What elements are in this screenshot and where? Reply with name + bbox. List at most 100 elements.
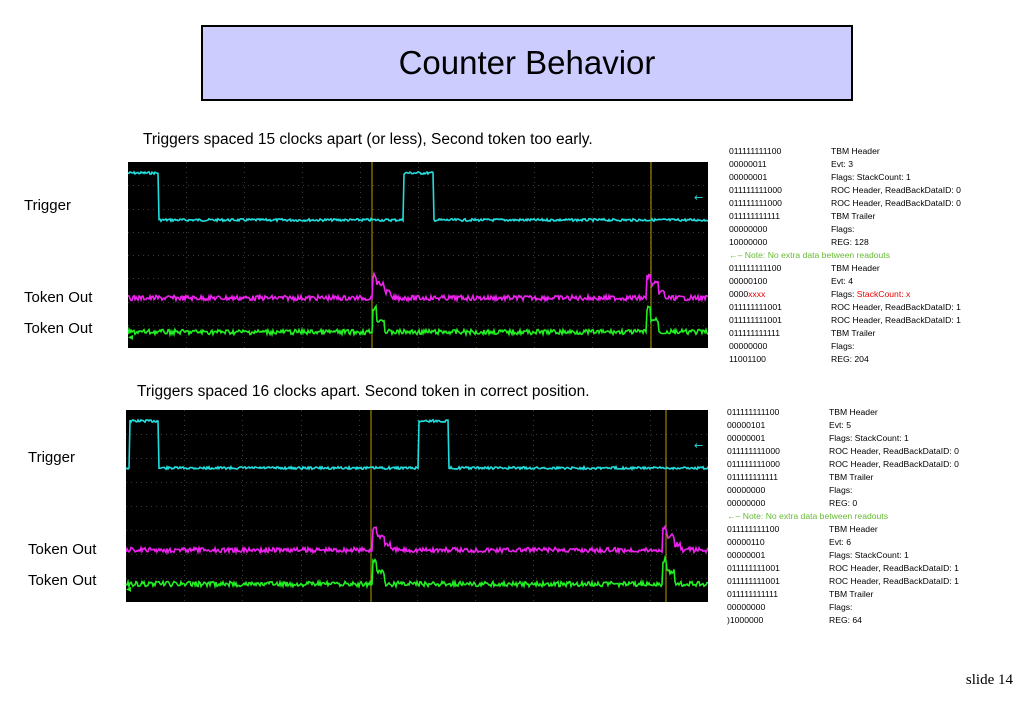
readout-row: 011111111100 TBM Header (729, 145, 890, 158)
readout-desc: TBM Header (829, 523, 878, 536)
readout-desc-text: Flags: StackCount: 1 (831, 172, 911, 182)
readout-bits: 011111111111 (727, 588, 778, 601)
panel-2-trigger-label: Trigger (28, 449, 75, 466)
readout-desc: ROC Header, ReadBackDataID: 1 (831, 314, 961, 327)
readout-desc: TBM Header (829, 406, 878, 419)
panel-2-token-out-label-2: Token Out (28, 572, 97, 589)
slide-title: Counter Behavior (398, 44, 656, 81)
readout-row: 011111111111 TBM Trailer (729, 210, 890, 223)
readout-desc: TBM Trailer (831, 210, 875, 223)
readout-bits-text: 011111111000 (727, 446, 780, 456)
readout-desc: TBM Header (831, 262, 880, 275)
readout-desc-text: ROC Header, ReadBackDataID: 0 (829, 446, 959, 456)
token-out-trace-2 (128, 303, 708, 338)
scope-grid (128, 162, 708, 348)
panel-2-oscilloscope-trace: ← ◂ (126, 410, 708, 602)
readout-desc-text: Flags: (829, 602, 853, 612)
readout-row: 00000001 Flags: StackCount: 1 (729, 171, 911, 184)
readout-bits-text: 00000001 (729, 172, 768, 182)
readout-desc-text: ROC Header, ReadBackDataID: 0 (829, 459, 959, 469)
readout-desc: Flags: (829, 484, 852, 497)
panel-2-readout: 011111111100 TBM Header 00000101 Evt: 5 0000… (727, 406, 959, 627)
readout-desc: Evt: 6 (829, 536, 851, 549)
readout-desc-text: Evt: 3 (831, 159, 853, 169)
readout-desc-text: TBM Trailer (829, 472, 874, 482)
readout-row: 11001100 REG: 204 (729, 353, 890, 366)
readout-desc: ROC Header, ReadBackDataID: 0 (829, 458, 959, 471)
ground-marker-icon: ◂ (126, 584, 131, 595)
readout-bits-text: 00000000 (727, 498, 766, 508)
trigger-level-arrow-icon: ← (694, 191, 703, 204)
readout-desc: REG: 204 (831, 353, 869, 366)
readout-bits-text: 011111111001 (729, 315, 782, 325)
readout-desc: Flags: (831, 223, 854, 236)
readout-row: 00000101 Evt: 5 (727, 419, 888, 432)
readout-desc-text: ROC Header, ReadBackDataID: 0 (831, 185, 961, 195)
readout-row: 00000100 Evt: 4 (729, 275, 890, 288)
readout-desc: ROC Header, ReadBackDataID: 1 (829, 575, 959, 588)
readout-note-text: ←– Note: No extra data between readouts (729, 250, 890, 260)
readout-row: 011111111000 ROC Header, ReadBackDataID: … (729, 197, 961, 210)
readout-row: 011111111000 ROC Header, ReadBackDataID: … (727, 458, 959, 471)
trigger-trace (126, 418, 708, 471)
readout-bits-text: 011111111001 (727, 576, 780, 586)
trigger-level-arrow-icon: ← (694, 439, 703, 452)
readout-bits: 10000000 (729, 236, 767, 249)
panel-2-caption: Triggers spaced 16 clocks apart. Second … (137, 383, 590, 400)
readout-bits: 00000001 (727, 432, 765, 445)
readout-desc-text: Evt: 6 (829, 537, 851, 547)
readout-row: 011111111111 TBM Trailer (727, 588, 888, 601)
readout-bits: 00000000 (727, 601, 765, 614)
readout-desc: Flags: StackCount: x (831, 288, 910, 301)
readout-desc-text: Flags: (829, 485, 853, 495)
readout-bits: 11001100 (729, 353, 766, 366)
token-out-trace-1 (128, 271, 708, 304)
readout-bits-text: 00000000 (729, 341, 768, 351)
readout-row: 00000000 Flags: (729, 340, 890, 353)
ground-marker-icon: ◂ (128, 332, 133, 343)
slide-number: slide 14 (965, 672, 1013, 688)
readout-bits-text: 011111111000 (729, 185, 782, 195)
readout-desc-text: ROC Header, ReadBackDataID: 1 (831, 315, 961, 325)
readout-desc: ROC Header, ReadBackDataID: 0 (831, 197, 961, 210)
readout-desc-text: ROC Header, ReadBackDataID: 1 (829, 563, 959, 573)
readout-bits-highlight: xxxx (748, 289, 766, 299)
title-box: Counter Behavior (201, 25, 853, 101)
readout-desc-text: TBM Header (829, 407, 878, 417)
readout-desc: ROC Header, ReadBackDataID: 0 (831, 184, 961, 197)
readout-bits: 0000xxxx (729, 288, 765, 301)
readout-bits: 00000100 (729, 275, 767, 288)
readout-bits-text: 00000000 (727, 485, 766, 495)
readout-desc: TBM Header (831, 145, 880, 158)
readout-bits: 011111111111 (729, 327, 780, 340)
readout-bits: )1000000 (727, 614, 763, 627)
readout-bits: 011111111000 (729, 184, 782, 197)
readout-bits-text: 00000001 (727, 550, 766, 560)
readout-bits-text: 011111111111 (727, 589, 778, 599)
readout-row: 011111111000 ROC Header, ReadBackDataID: … (729, 184, 961, 197)
readout-desc: ROC Header, ReadBackDataID: 1 (831, 301, 961, 314)
readout-bits-text: 11001100 (729, 354, 766, 364)
readout-bits-text: 011111111111 (727, 472, 778, 482)
readout-bits: 011111111111 (729, 210, 780, 223)
readout-row: 011111111001 ROC Header, ReadBackDataID: … (727, 562, 959, 575)
readout-desc: Evt: 5 (829, 419, 851, 432)
readout-bits: 011111111001 (729, 301, 782, 314)
readout-desc-text: Evt: 4 (831, 276, 853, 286)
panel-1-oscilloscope-trace: ← ◂ (128, 162, 708, 348)
readout-bits-text: 0000 (729, 289, 749, 299)
token-out-trace-2 (126, 555, 708, 590)
readout-desc: REG: 0 (829, 497, 857, 510)
readout-desc-text: TBM Header (831, 146, 880, 156)
readout-desc-text: REG: 64 (829, 615, 862, 625)
readout-desc-text: TBM Header (829, 524, 878, 534)
readout-row: )1000000 REG: 64 (727, 614, 888, 627)
readout-desc-text: REG: 204 (831, 354, 869, 364)
readout-bits-text: 011111111111 (729, 328, 780, 338)
readout-row: 011111111001 ROC Header, ReadBackDataID: … (727, 575, 959, 588)
readout-desc: TBM Trailer (831, 327, 875, 340)
readout-desc: REG: 128 (831, 236, 869, 249)
readout-desc-text: TBM Trailer (831, 328, 876, 338)
readout-row: 011111111001 ROC Header, ReadBackDataID: … (729, 301, 961, 314)
readout-bits-text: 011111111100 (727, 407, 780, 417)
